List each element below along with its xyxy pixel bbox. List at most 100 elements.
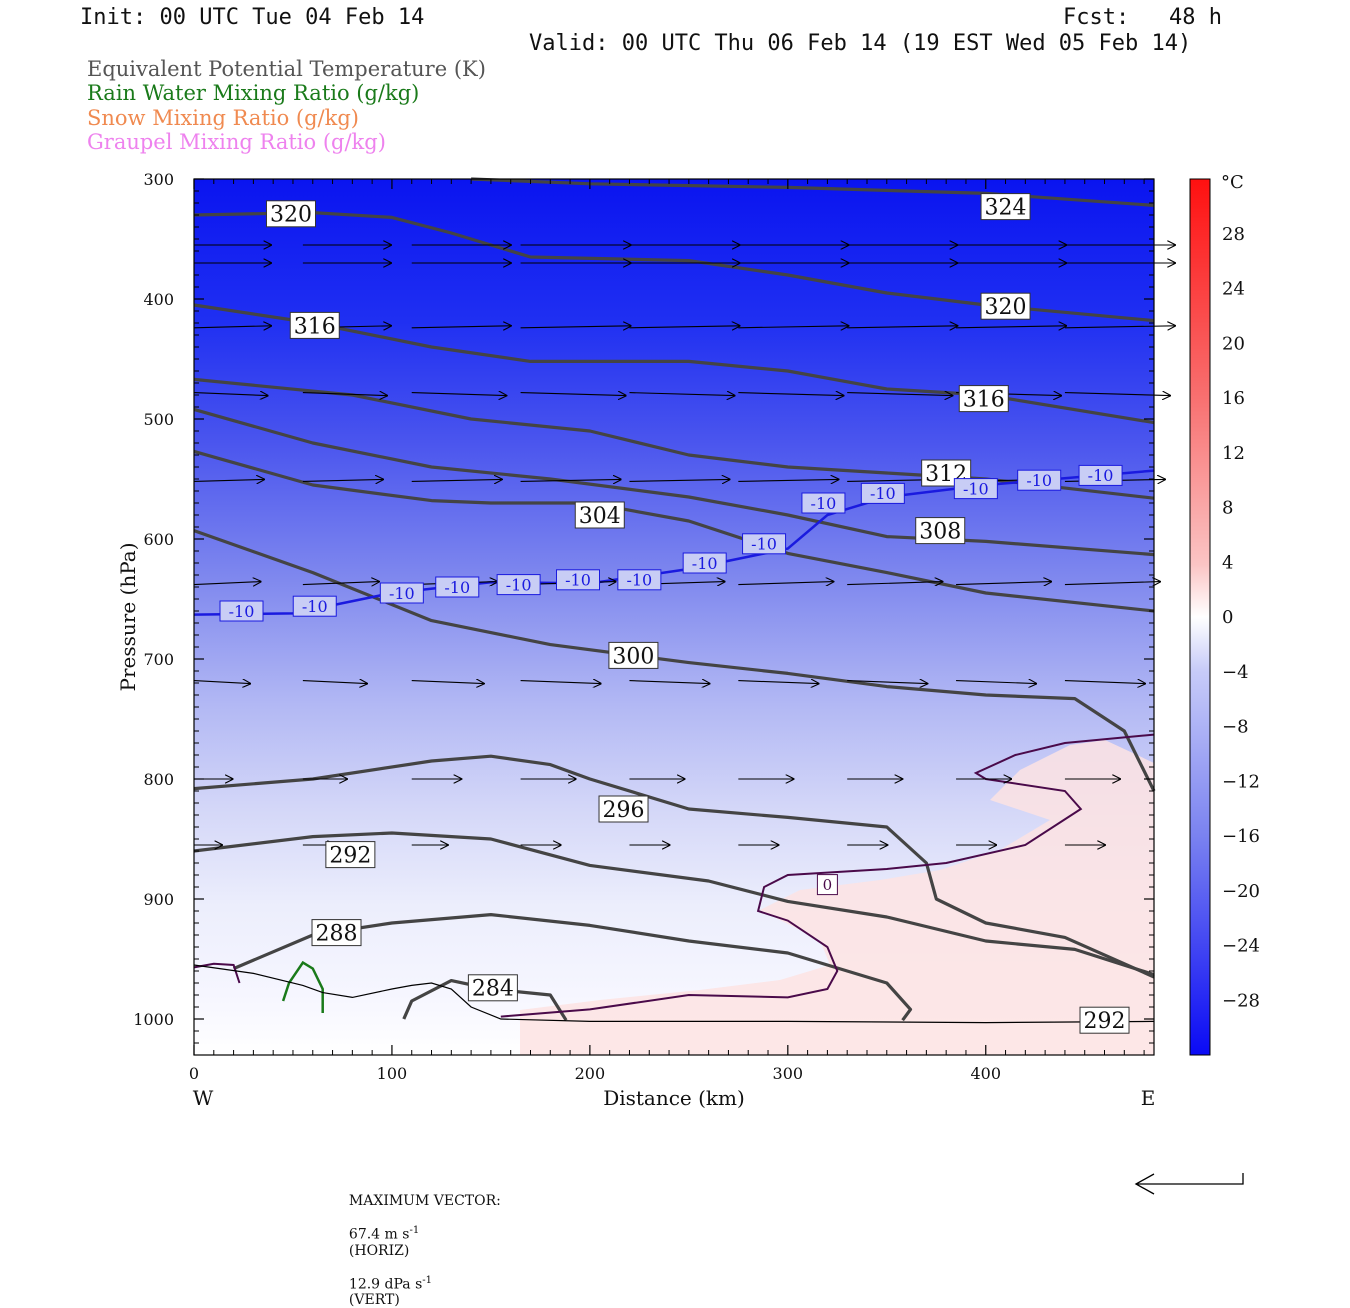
wind-vector — [193, 582, 261, 585]
theta-e-label-300: 300 — [608, 641, 659, 669]
theta-e-label-324: 324 — [980, 193, 1031, 221]
svg-text:-10: -10 — [389, 584, 415, 603]
svg-text:-10: -10 — [963, 479, 989, 498]
axis-ticks: 300 400 500 600 700 800 900 1000 0 100 200 300 400 — [133, 170, 1154, 1083]
colorbar-tick-label: 24 — [1222, 279, 1245, 300]
wind-vectors — [193, 245, 1175, 845]
x-left-end-label: W — [193, 1086, 214, 1110]
isotherm-minus10-label: -10 — [219, 600, 264, 622]
theta-e-label-304: 304 — [574, 501, 625, 529]
isotherm-minus10-label: -10 — [860, 482, 905, 504]
colorbar-tick-label: 20 — [1222, 333, 1245, 354]
wind-vector — [520, 393, 626, 396]
x-tick-label: 200 — [575, 1064, 606, 1083]
terrain-line — [193, 964, 1155, 1024]
x-tick-label: 100 — [377, 1064, 408, 1083]
svg-text:-10: -10 — [229, 602, 255, 621]
max-horiz-exp: -1 — [409, 1225, 420, 1236]
isotherm-minus10-label: -10 — [496, 574, 541, 596]
wind-vector — [629, 479, 729, 481]
max-horiz-unit: (HORIZ) — [348, 1242, 410, 1259]
wind-vector — [193, 326, 271, 328]
wind-vector — [629, 681, 709, 684]
contour-labels: 324 320 320 316 316 312 308 304 300 296 292 288 284 2… — [219, 193, 1130, 1034]
y-tick-label: 600 — [143, 530, 174, 549]
theta-e-label-308: 308 — [915, 517, 966, 545]
svg-text:320: 320 — [985, 295, 1027, 320]
svg-text:-10: -10 — [692, 554, 718, 573]
colorbar-tick-label: −16 — [1222, 826, 1260, 847]
wind-vector — [847, 326, 957, 328]
svg-text:308: 308 — [919, 520, 961, 545]
wind-vector — [738, 393, 843, 396]
wind-vector — [302, 681, 367, 684]
theta-e-label-320: 320 — [265, 200, 316, 228]
legend-theta-e: Equivalent Potential Temperature (K) — [87, 57, 486, 81]
wind-vector — [411, 393, 507, 396]
wind-vector — [738, 326, 848, 328]
x-tick-label: 0 — [189, 1064, 199, 1083]
colorbar-tick-label: −28 — [1222, 990, 1260, 1011]
isotherm-minus10-label: -10 — [617, 569, 662, 591]
wind-vector — [847, 582, 942, 585]
wind-vector — [956, 681, 1036, 684]
y-tick-label: 800 — [143, 770, 174, 789]
theta-e-label-296: 296 — [598, 795, 649, 823]
colorbar-tick-label: 12 — [1222, 443, 1245, 464]
wind-vector — [738, 479, 838, 481]
theta-e-contour-292 — [193, 831, 1155, 977]
x-tick-label: 300 — [773, 1064, 804, 1083]
init-time: Init: 00 UTC Tue 04 Feb 14 — [80, 5, 425, 30]
svg-text:-10: -10 — [870, 484, 896, 503]
warm-region — [520, 740, 1154, 1055]
svg-text:284: 284 — [472, 977, 514, 1002]
wind-vector — [738, 681, 818, 684]
wind-vector — [411, 326, 511, 328]
theta-e-contour-300 — [193, 529, 1156, 792]
colorbar-tick-label: −12 — [1222, 771, 1260, 792]
legend-graupel: Graupel Mixing Ratio (g/kg) — [87, 130, 386, 154]
svg-text:-10: -10 — [506, 575, 532, 594]
theta-e-label-312: 312 — [921, 459, 972, 487]
colorbar-tick-label: 4 — [1222, 552, 1233, 573]
colorbar — [1189, 178, 1211, 1056]
wind-vector — [847, 681, 927, 684]
cross-section-chart: 3243203203163163123083043002962922882842… — [116, 170, 1260, 1110]
svg-text:-10: -10 — [302, 597, 328, 616]
svg-text:-10: -10 — [1026, 471, 1052, 490]
x-right-end-label: E — [1141, 1086, 1156, 1110]
y-axis-label: Pressure (hPa) — [116, 543, 140, 692]
wind-vector — [956, 326, 1066, 328]
wind-vector — [1064, 582, 1160, 585]
reference-vector-icon — [1134, 1173, 1244, 1195]
y-tick-label: 1000 — [133, 1010, 174, 1029]
wind-vector — [411, 681, 484, 684]
y-tick-label: 700 — [143, 650, 174, 669]
colorbar-tick-label: 28 — [1222, 224, 1245, 245]
isotherm-minus10-label: -10 — [801, 492, 846, 514]
y-tick-label: 400 — [143, 290, 174, 309]
svg-text:320: 320 — [270, 203, 312, 228]
y-tick-label: 900 — [143, 890, 174, 909]
wind-vector — [956, 582, 1051, 585]
svg-text:-10: -10 — [751, 535, 777, 554]
colorbar-tick-label: −24 — [1222, 936, 1260, 957]
theta-e-label-320: 320 — [980, 292, 1031, 320]
colorbar-tick-label: 0 — [1222, 607, 1233, 628]
isotherm-minus10-label: -10 — [556, 569, 600, 591]
wind-vector — [302, 582, 379, 585]
forecast-hour: Fcst: 48 h — [1063, 5, 1222, 30]
svg-text:-10: -10 — [626, 571, 652, 590]
wind-vector — [520, 681, 601, 684]
wind-vector — [302, 393, 387, 396]
colorbar-tick-label: −4 — [1222, 662, 1249, 683]
x-tick-label: 400 — [970, 1064, 1001, 1083]
svg-text:324: 324 — [985, 196, 1027, 221]
max-vector-label: MAXIMUM VECTOR: 67.4 m s-1 (HORIZ) 12.9 … — [340, 1177, 501, 1308]
svg-text:316: 316 — [294, 314, 336, 339]
theta-e-label-316: 316 — [289, 311, 340, 339]
max-vert-value: 12.9 dPa s — [348, 1276, 423, 1293]
wind-vector — [520, 326, 631, 328]
y-tick-label: 500 — [143, 410, 174, 429]
svg-text:304: 304 — [579, 504, 621, 529]
